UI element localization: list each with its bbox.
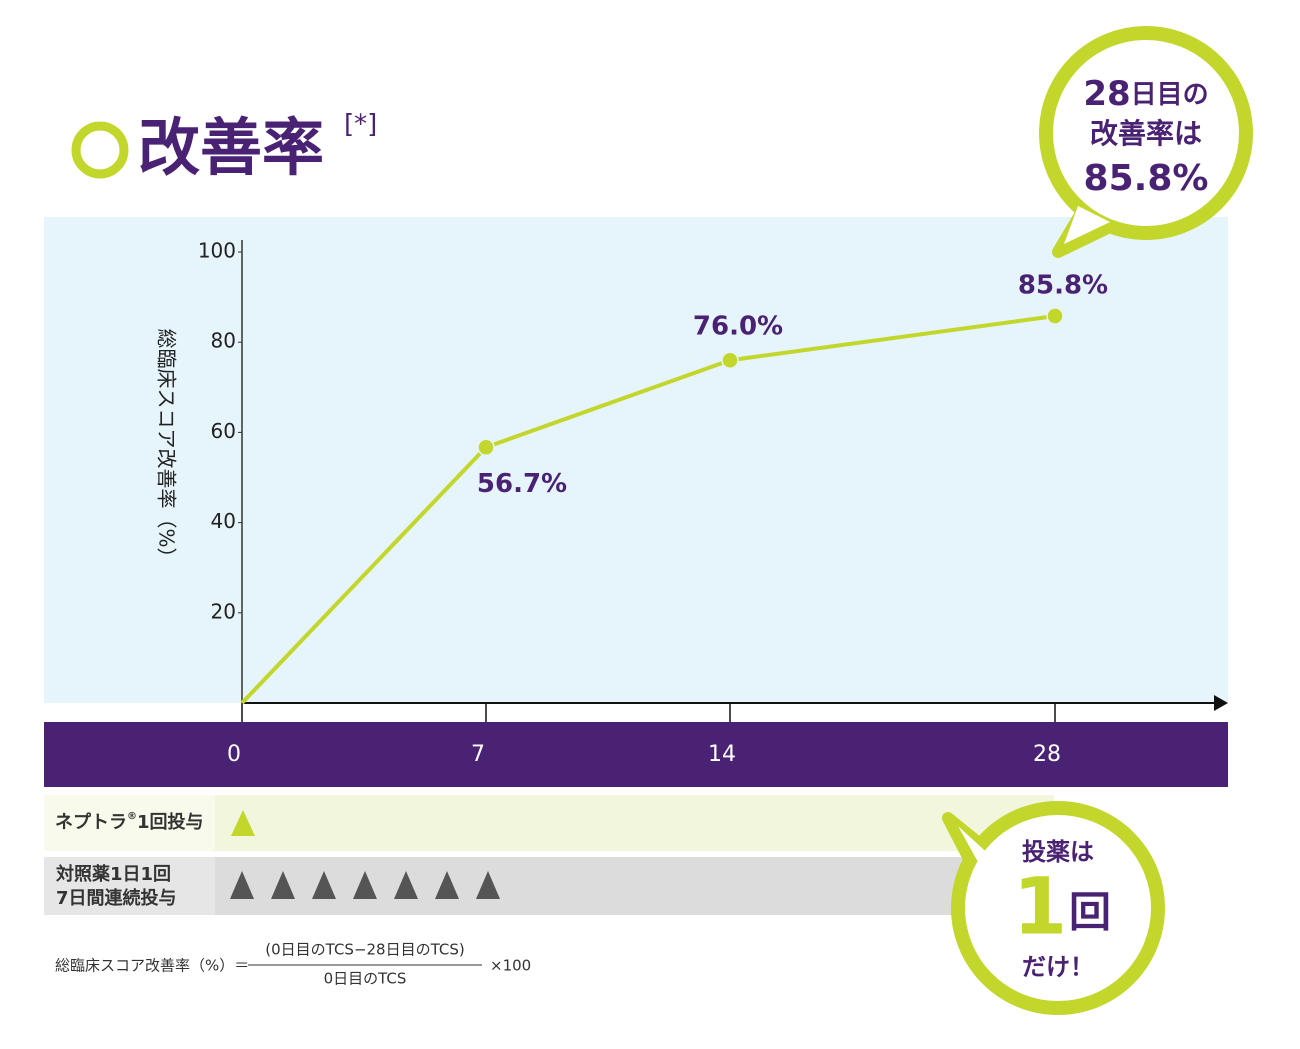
x-tick-label: 14: [708, 742, 736, 767]
dosing-label: 7日間連続投与: [56, 887, 177, 909]
data-label: 85.8%: [1018, 271, 1108, 301]
dosing-label-cell: [44, 857, 215, 915]
x-axis-band: [44, 722, 1228, 787]
callout-text: 回: [1069, 888, 1111, 937]
data-point: [477, 438, 495, 457]
data-point: [1046, 307, 1064, 325]
callout-text: 改善率は: [1090, 117, 1202, 150]
y-tick-label: 80: [211, 329, 236, 353]
dosing-label-part: 1回投与: [137, 811, 204, 833]
dosing-label: ネプトラ®1回投与: [55, 811, 204, 833]
formula-denominator: 0日目のTCS: [324, 970, 407, 988]
callout-number: 1: [1013, 862, 1067, 952]
title-ring: [71, 121, 129, 179]
formula-right: ×100: [490, 957, 531, 975]
x-tick-label: 28: [1033, 742, 1061, 767]
x-tick-label: 7: [471, 742, 485, 767]
data-label: 76.0%: [693, 312, 783, 342]
y-tick-label: 20: [211, 599, 236, 623]
y-tick-label: 60: [211, 419, 236, 443]
dose-marker: [231, 810, 255, 836]
callout-tail-fill: [1064, 206, 1110, 244]
callout-number: 28: [1083, 74, 1130, 114]
y-tick-label: 40: [211, 509, 236, 533]
dose-marker: [394, 871, 418, 899]
callout-bubble: [951, 801, 1165, 1015]
callout-text: 投薬は: [1022, 838, 1094, 866]
dosing-label: 対照薬1日1回: [55, 863, 171, 885]
dosing-label-part: ネプトラ: [55, 811, 127, 833]
data-point: [721, 351, 739, 369]
formula-numerator: (0日目のTCS−28日目のTCS): [265, 941, 464, 959]
callout-tail-fill: [958, 826, 995, 880]
data-label: 56.7%: [477, 469, 567, 499]
dose-marker: [271, 871, 295, 899]
callout-text: 28日目の: [1083, 74, 1208, 114]
data-line: [240, 314, 1056, 705]
axes: [241, 240, 1228, 711]
callout-text-part: 日目の: [1131, 80, 1209, 110]
callout-text: だけ！: [1022, 953, 1094, 981]
dose-marker: [230, 871, 254, 899]
dose-marker: [476, 871, 500, 899]
dose-marker: [353, 871, 377, 899]
title-note: [*]: [344, 110, 377, 140]
dose-marker: [435, 871, 459, 899]
registered-mark: ®: [127, 811, 137, 822]
x-axis-arrow: [1214, 695, 1228, 711]
callout-bubble: [1039, 26, 1253, 240]
x-tick-label: 0: [227, 742, 241, 767]
dosing-label-cell: [44, 795, 215, 851]
y-axis-label: 総臨床スコア改善率（%）: [155, 328, 179, 567]
dose-marker: [312, 871, 336, 899]
y-tick-label: 100: [198, 239, 236, 263]
formula-left: 総臨床スコア改善率（%）＝: [55, 957, 249, 975]
chart-title: 改善率: [138, 111, 324, 184]
dose-markers: [230, 871, 500, 899]
callout-value: 85.8%: [1084, 158, 1209, 199]
